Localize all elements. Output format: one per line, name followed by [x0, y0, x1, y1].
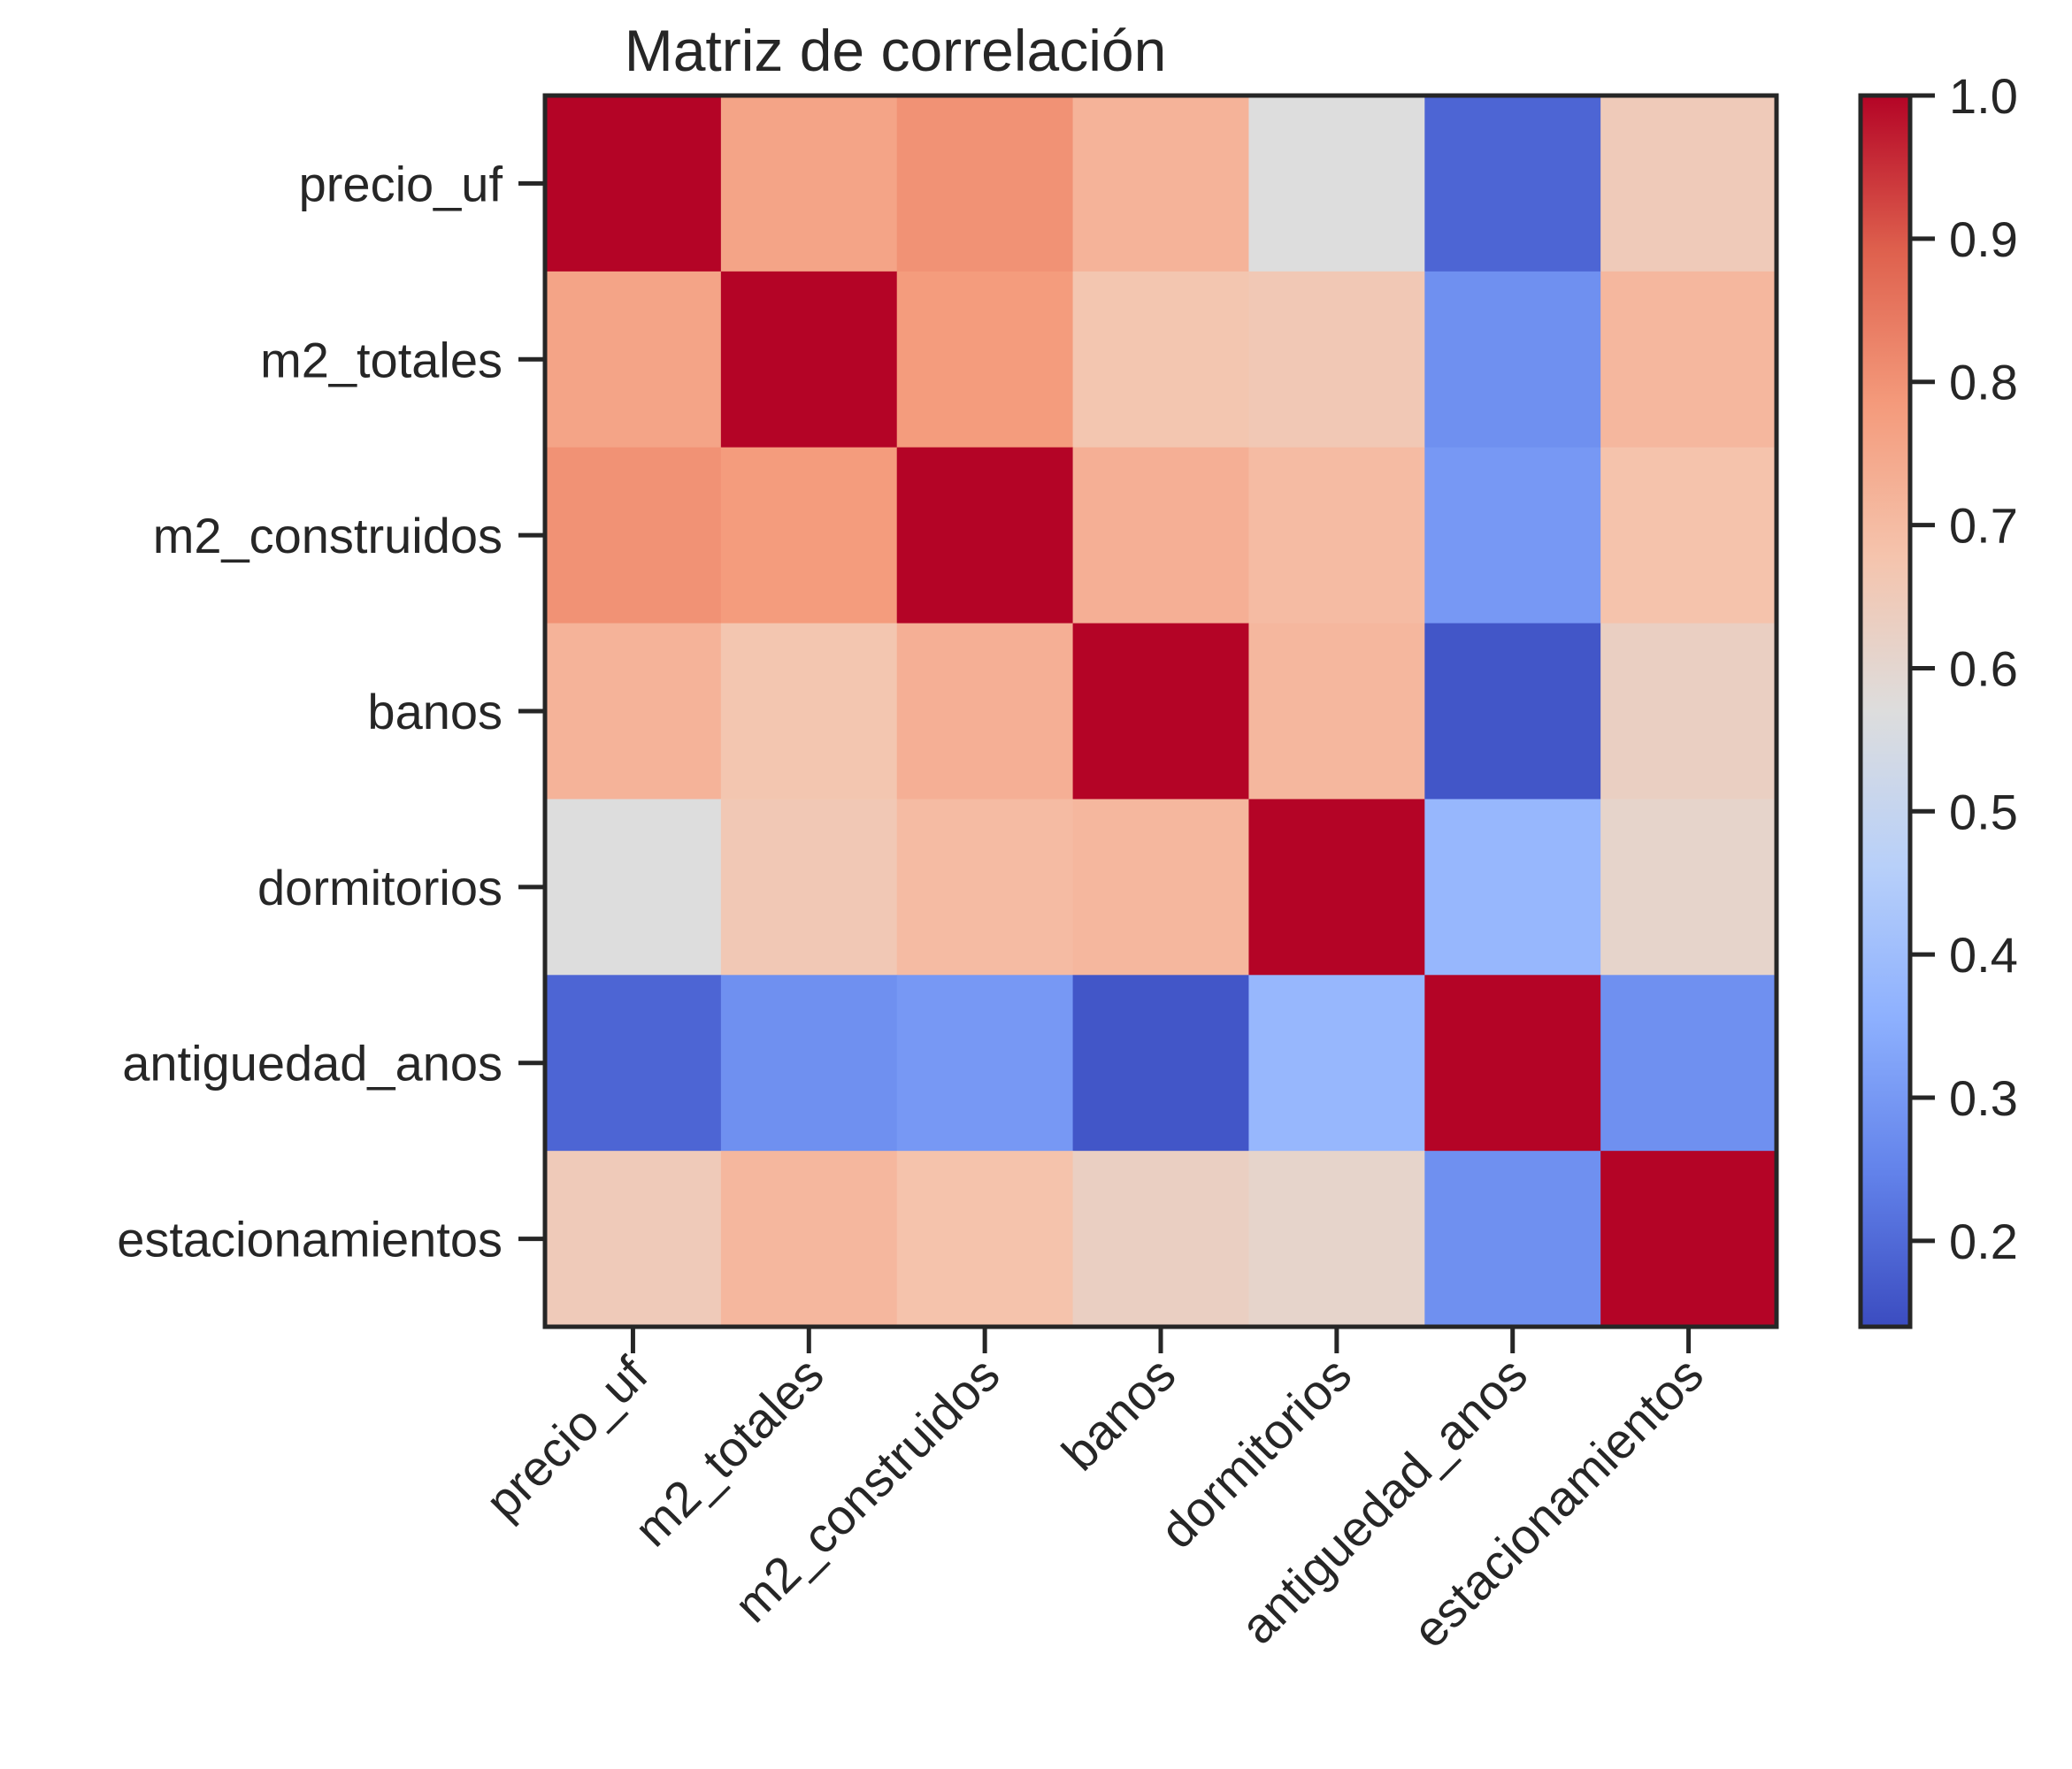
colorbar-gradient — [1861, 96, 1910, 1327]
heatmap-cell-antiguedad_anos-banos — [1072, 975, 1250, 1152]
heatmap-cell-estacionamientos-banos — [1072, 1151, 1250, 1328]
heatmap-cell-m2_construidos-m2_totales — [720, 447, 898, 624]
chart-title: Matriz de correlación — [625, 18, 1167, 83]
heatmap-cell-m2_construidos-dormitorios — [1248, 447, 1425, 624]
heatmap-cell-dormitorios-precio_uf — [545, 799, 722, 976]
colorbar-tick-label: 0.2 — [1949, 1214, 2018, 1269]
heatmap-cell-dormitorios-estacionamientos — [1600, 799, 1777, 976]
heatmap-cell-antiguedad_anos-m2_construidos — [896, 975, 1074, 1152]
heatmap-cell-m2_totales-m2_construidos — [896, 271, 1074, 448]
heatmap-cell-dormitorios-antiguedad_anos — [1424, 799, 1601, 976]
heatmap-cell-m2_totales-dormitorios — [1248, 271, 1425, 448]
x-tick-label: banos — [1051, 1346, 1186, 1481]
colorbar-tick-label: 0.9 — [1949, 211, 2018, 267]
heatmap-cell-dormitorios-m2_totales — [720, 799, 898, 976]
colorbar: 1.0 0.9 0.8 0.7 0.6 0.5 0.4 0.3 0.2 — [1858, 68, 2018, 1329]
heatmap-cell-antiguedad_anos-precio_uf — [545, 975, 722, 1152]
heatmap-cell-dormitorios-dormitorios — [1248, 799, 1425, 976]
heatmap-cell-estacionamientos-m2_totales — [720, 1151, 898, 1328]
heatmap-cell-banos-m2_totales — [720, 623, 898, 800]
colorbar-tick-label: 0.3 — [1949, 1070, 2018, 1126]
heatmap-cell-m2_totales-m2_totales — [720, 271, 898, 448]
y-tick-label: m2_construidos — [153, 508, 503, 563]
x-tick-label: estacionamientos — [1401, 1346, 1714, 1658]
heatmap-cells — [545, 96, 1777, 1328]
heatmap-cell-estacionamientos-estacionamientos — [1600, 1151, 1777, 1328]
heatmap-cell-m2_totales-estacionamientos — [1600, 271, 1777, 448]
heatmap-cell-banos-precio_uf — [545, 623, 722, 800]
heatmap-cell-estacionamientos-antiguedad_anos — [1424, 1151, 1601, 1328]
heatmap-cell-m2_totales-banos — [1072, 271, 1250, 448]
heatmap-cell-precio_uf-estacionamientos — [1600, 96, 1777, 272]
heatmap-cell-estacionamientos-m2_construidos — [896, 1151, 1074, 1328]
heatmap-cell-precio_uf-dormitorios — [1248, 96, 1425, 272]
colorbar-tick-label: 1.0 — [1949, 68, 2018, 124]
heatmap-cell-banos-banos — [1072, 623, 1250, 800]
colorbar-frame — [1858, 93, 1913, 1329]
heatmap-cell-banos-antiguedad_anos — [1424, 623, 1601, 800]
colorbar-tick-label: 0.5 — [1949, 784, 2018, 839]
y-tick-label: estacionamientos — [117, 1212, 503, 1267]
x-tick-label: precio_uf — [474, 1346, 658, 1530]
colorbar-tick-label: 0.4 — [1949, 927, 2018, 983]
heatmap-cell-precio_uf-antiguedad_anos — [1424, 96, 1601, 272]
y-tick-label: m2_totales — [260, 332, 503, 387]
heatmap-cell-m2_construidos-antiguedad_anos — [1424, 447, 1601, 624]
heatmap-cell-dormitorios-m2_construidos — [896, 799, 1074, 976]
colorbar-tick-label: 0.8 — [1949, 355, 2018, 410]
heatmap-cell-antiguedad_anos-m2_totales — [720, 975, 898, 1152]
colorbar-tick-label: 0.7 — [1949, 498, 2018, 554]
heatmap-cell-m2_construidos-m2_construidos — [896, 447, 1074, 624]
y-tick-label: precio_uf — [299, 156, 503, 211]
colorbar-tick-label: 0.6 — [1949, 640, 2018, 696]
heatmap-cell-precio_uf-banos — [1072, 96, 1250, 272]
heatmap-cell-dormitorios-banos — [1072, 799, 1250, 976]
heatmap-cell-m2_construidos-precio_uf — [545, 447, 722, 624]
y-tick-label: dormitorios — [257, 860, 503, 915]
y-tick-label: antiguedad_anos — [122, 1036, 503, 1091]
heatmap-cell-m2_construidos-estacionamientos — [1600, 447, 1777, 624]
y-tick-label: banos — [367, 684, 503, 739]
heatmap-cell-precio_uf-precio_uf — [545, 96, 722, 272]
heatmap-cell-banos-estacionamientos — [1600, 623, 1777, 800]
heatmap-cell-m2_construidos-banos — [1072, 447, 1250, 624]
heatmap-cell-antiguedad_anos-antiguedad_anos — [1424, 975, 1601, 1152]
heatmap-cell-banos-dormitorios — [1248, 623, 1425, 800]
heatmap-cell-banos-m2_construidos — [896, 623, 1074, 800]
heatmap-cell-antiguedad_anos-estacionamientos — [1600, 975, 1777, 1152]
heatmap-cell-m2_totales-antiguedad_anos — [1424, 271, 1601, 448]
heatmap-cell-estacionamientos-precio_uf — [545, 1151, 722, 1328]
heatmap-cell-precio_uf-m2_construidos — [896, 96, 1074, 272]
heatmap-cell-m2_totales-precio_uf — [545, 271, 722, 448]
heatmap-cell-estacionamientos-dormitorios — [1248, 1151, 1425, 1328]
heatmap-cell-precio_uf-m2_totales — [720, 96, 898, 272]
heatmap-cell-antiguedad_anos-dormitorios — [1248, 975, 1425, 1152]
